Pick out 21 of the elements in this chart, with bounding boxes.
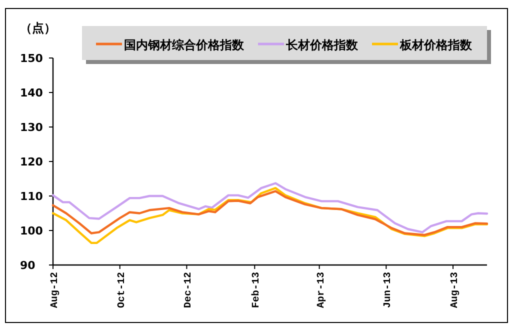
x-tick-label: Jun-13 [383, 272, 394, 308]
x-tick-label: Aug-13 [450, 272, 462, 308]
line-series [52, 186, 488, 244]
legend-label: 长材价格指数 [285, 38, 359, 52]
line-series [52, 182, 488, 234]
y-axis-title: （点） [20, 21, 56, 35]
x-tick-label: Oct-12 [116, 272, 128, 308]
y-tick-label: 140 [20, 86, 44, 100]
y-tick-label: 130 [20, 121, 44, 134]
legend-label: 国内钢材综合价格指数 [124, 38, 245, 52]
x-tick-label: Aug-12 [50, 272, 61, 308]
x-tick-label: Apr-13 [316, 272, 328, 308]
y-tick-label: 150 [20, 52, 44, 65]
x-tick-label: Feb-13 [250, 272, 263, 308]
x-tick-label: Dec-12 [184, 272, 195, 308]
y-tick-label: 110 [20, 190, 44, 203]
y-tick-label: 120 [20, 156, 44, 168]
y-tick-label: 90 [20, 259, 36, 272]
line-series [52, 190, 488, 236]
legend-label: 板材价格指数 [399, 38, 473, 52]
y-tick-label: 100 [20, 224, 44, 238]
